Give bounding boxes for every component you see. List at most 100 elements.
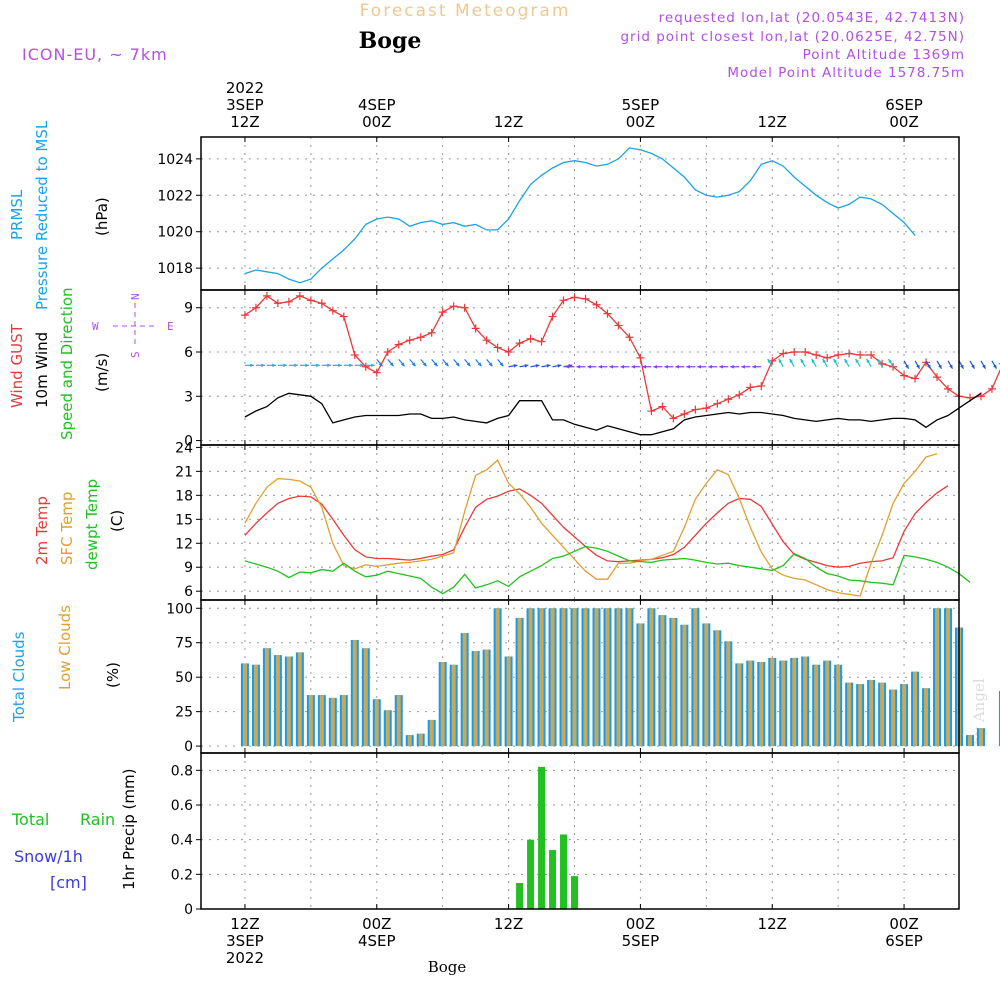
gust-marker (900, 371, 909, 380)
y-tick-label: 0.4 (171, 833, 193, 849)
y-tick-label: 18 (175, 488, 193, 504)
gust-marker (647, 407, 656, 416)
time-label-top: 6SEP (885, 96, 923, 114)
gust-marker (713, 399, 722, 408)
wind-arrow-head (927, 364, 931, 369)
gust-marker (295, 291, 304, 300)
wind-arrow-head (411, 362, 416, 367)
cloud-bar-low (572, 608, 577, 747)
header-point-altitude: Point Altitude 1369m (803, 47, 965, 63)
rain-bar (527, 839, 535, 909)
cloud-bar-low (704, 623, 709, 747)
wind-arrow-head (811, 358, 816, 363)
cloud-bar-low (242, 663, 247, 747)
gust-marker (515, 339, 524, 348)
label-rain: Rain (80, 810, 115, 829)
wind-arrow-head (499, 362, 504, 367)
time-label-bottom: 00Z (362, 915, 391, 933)
cloud-bar-low (396, 695, 401, 747)
wind-arrow-head (877, 358, 881, 363)
y-tick-label: 0.6 (171, 798, 193, 814)
header-grid-point: grid point closest lon,lat (20.0625E, 42… (620, 29, 965, 45)
cloud-bar-low (264, 648, 269, 747)
y-tick-label: 9 (184, 560, 193, 576)
wind-arrow-head (261, 363, 265, 368)
wind-arrow-head (949, 364, 953, 369)
rain-bar (538, 766, 546, 909)
cloud-bar-low (978, 728, 983, 747)
wind-arrow-head (741, 364, 745, 369)
gust-marker (339, 312, 348, 321)
cloud-bar-low (374, 699, 379, 747)
gust-marker (405, 336, 414, 345)
cloud-bar-low (418, 733, 423, 747)
gust-marker (812, 350, 821, 359)
gust-marker (240, 311, 249, 320)
cloud-bar-low (462, 633, 467, 747)
wind-arrow-head (844, 358, 848, 363)
gust-marker (680, 410, 689, 418)
gust-marker (273, 299, 282, 308)
gust-marker (724, 395, 733, 404)
wind-arrow-head (778, 358, 783, 363)
cloud-bar-low (748, 660, 753, 747)
gust-marker (361, 362, 370, 371)
gust-marker (944, 384, 953, 393)
wind-arrow-head (855, 358, 859, 363)
wind-arrow-head (444, 362, 449, 367)
rain-bar (560, 834, 568, 909)
label-total: Total (11, 810, 49, 829)
panel-frame (200, 136, 960, 291)
time-label-top: 12Z (758, 113, 787, 131)
wind-arrow-head (719, 364, 723, 369)
gust-marker (372, 368, 381, 377)
wind-arrow-head (546, 364, 551, 368)
wind-arrow-head (488, 362, 493, 367)
gust-marker (845, 349, 854, 358)
y-tick-label: 0 (184, 902, 193, 918)
time-label-bottom: 2022 (226, 949, 264, 967)
series-line-2m-temp (244, 485, 949, 568)
wind-arrow-head (642, 364, 646, 369)
gust-marker (416, 333, 425, 342)
series-line-wind-gust (244, 295, 1000, 420)
wind-arrow-head (250, 363, 254, 368)
gust-marker (790, 348, 799, 356)
gust-marker (394, 340, 403, 349)
compass-south: S (129, 351, 142, 358)
y-tick-label: 1020 (157, 225, 193, 241)
label-sfc-temp: SFC Temp (58, 492, 76, 565)
gust-marker (856, 350, 865, 359)
cloud-bar-low (858, 684, 863, 747)
gust-marker (834, 350, 843, 359)
gust-marker (669, 414, 678, 423)
wind-arrow-head (866, 358, 870, 363)
series-line-10m-wind (244, 392, 982, 436)
wind-arrow-head (338, 363, 342, 368)
cloud-bar-low (495, 608, 500, 747)
y-tick-label: 1022 (157, 188, 193, 204)
gust-marker (658, 402, 667, 411)
header-location: Boge (359, 28, 422, 54)
cloud-bar-low (902, 684, 907, 747)
y-tick-label: 75 (175, 636, 193, 652)
gust-marker (581, 294, 590, 303)
cloud-bar-low (363, 648, 368, 747)
time-label-bottom: 00Z (889, 915, 918, 933)
cloud-bar-low (330, 697, 335, 747)
gust-marker (306, 296, 315, 305)
label-wind-gust: Wind GUST (8, 323, 26, 408)
gust-marker (746, 383, 755, 392)
cloud-bar-low (638, 623, 643, 747)
cloud-bar-low (352, 639, 357, 747)
cloud-bar-low (693, 608, 698, 747)
gust-marker (603, 309, 612, 318)
rain-bar (571, 876, 579, 909)
wind-arrow-head (316, 363, 320, 368)
label-celsius: (C) (108, 510, 126, 532)
gust-marker (251, 303, 260, 312)
wind-arrow-head (360, 363, 364, 368)
wind-arrow-head (675, 364, 679, 369)
label-dewpt-temp: dewpt Temp (83, 479, 101, 570)
